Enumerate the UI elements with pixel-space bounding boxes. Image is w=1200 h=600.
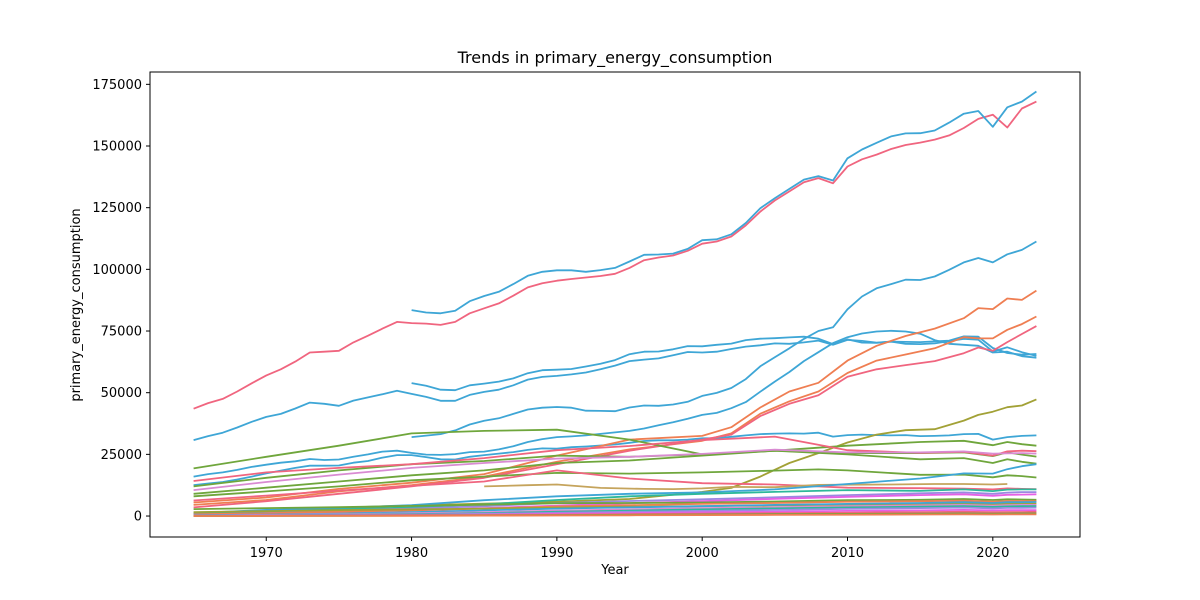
series-line-9 [193, 325, 1037, 509]
series-line-18 [484, 483, 1008, 491]
series-line-1 [411, 90, 1037, 315]
x-axis-title: Year [600, 563, 629, 578]
series-line-5 [193, 329, 1037, 478]
series-line-13 [193, 439, 1037, 495]
y-axis: 0 25000 50000 75000 100000 125000 150000 175000 [92, 78, 150, 525]
x-tick-label: 2020 [976, 546, 1009, 561]
series-line-17 [193, 469, 1037, 502]
chart-title: Trends in primary_energy_consumption [457, 48, 773, 68]
series-line-20 [193, 488, 1037, 515]
x-tick-label: 2010 [831, 546, 864, 561]
x-tick-label: 1980 [395, 546, 428, 561]
series-line-33 [193, 513, 1037, 517]
y-tick-label: 25000 [101, 448, 142, 463]
y-tick-label: 100000 [92, 263, 142, 278]
x-tick-label: 2000 [686, 546, 719, 561]
series-line-6 [193, 431, 1037, 487]
x-axis: 1970 1980 1990 2000 2010 2020 [250, 537, 1009, 561]
series-line-16 [193, 448, 1037, 491]
y-tick-label: 125000 [92, 201, 142, 216]
series-line-24 [193, 499, 1037, 516]
series-line-3 [411, 335, 1037, 392]
x-tick-label: 1990 [540, 546, 573, 561]
y-tick-label: 175000 [92, 78, 142, 93]
series-line-26 [193, 501, 1037, 517]
series-line-23 [193, 498, 1037, 510]
series-line-0 [193, 100, 1037, 410]
y-tick-label: 50000 [101, 386, 142, 401]
plot-frame [149, 71, 1081, 538]
series-line-8 [193, 315, 1037, 506]
y-tick-label: 0 [134, 510, 142, 525]
y-tick-label: 75000 [101, 325, 142, 340]
x-tick-label: 1970 [250, 546, 283, 561]
series-line-4 [411, 240, 1037, 438]
y-tick-label: 150000 [92, 140, 142, 155]
series-layer [193, 90, 1037, 517]
y-axis-title: primary_energy_consumption [69, 208, 84, 401]
series-line-14 [193, 468, 1037, 498]
